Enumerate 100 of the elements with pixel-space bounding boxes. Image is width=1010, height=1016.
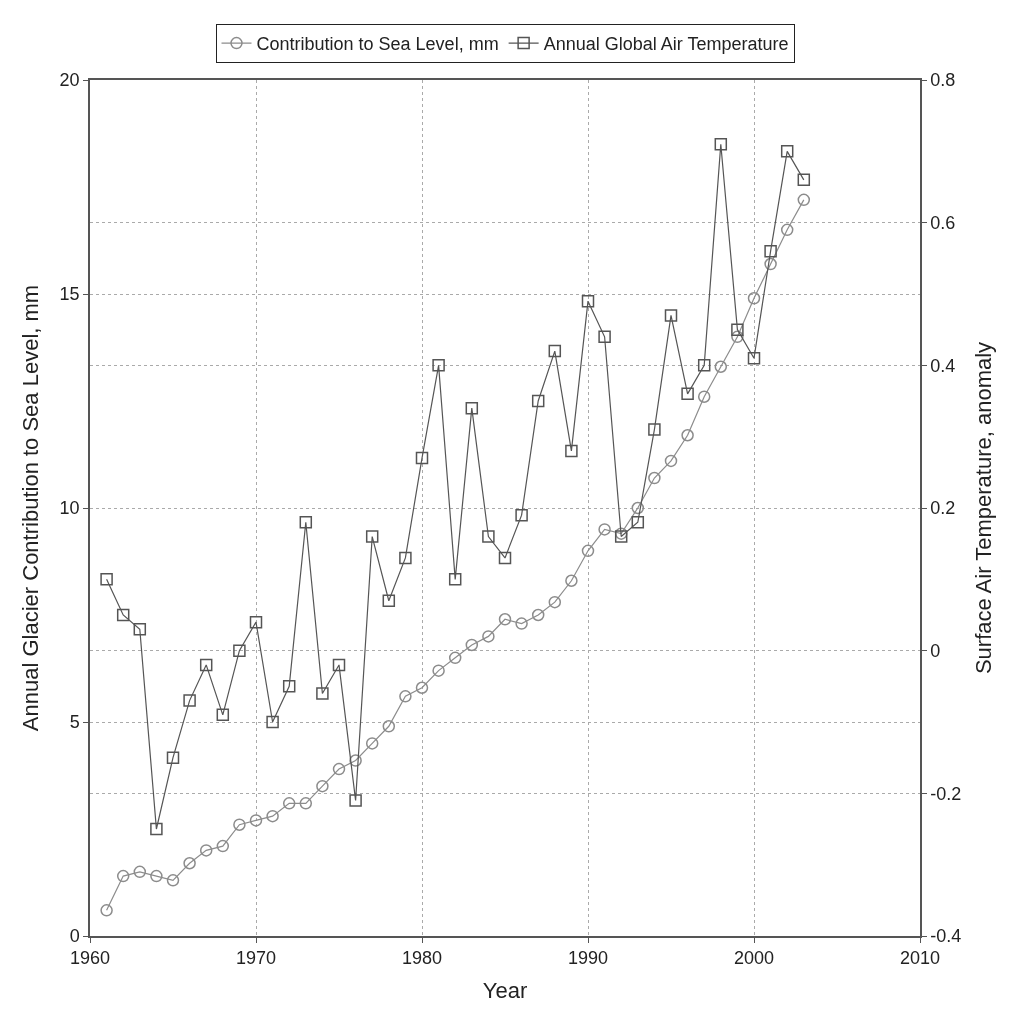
legend-label: Annual Global Air Temperature — [543, 34, 789, 55]
x-axis-title: Year — [482, 977, 528, 1003]
point — [316, 687, 329, 700]
point — [166, 751, 180, 764]
point — [598, 523, 611, 536]
legend-label: Contribution to Sea Level, mm — [256, 34, 499, 55]
point — [316, 779, 329, 793]
point — [382, 594, 396, 607]
point — [465, 638, 479, 652]
x-tick-label: 1980 — [401, 948, 443, 969]
point — [432, 664, 445, 677]
point — [448, 651, 462, 665]
x-tick-label: 2010 — [899, 948, 941, 969]
point — [100, 904, 113, 917]
point — [166, 874, 180, 887]
point — [681, 428, 694, 442]
point — [648, 471, 661, 485]
point — [233, 818, 246, 831]
point — [150, 822, 163, 836]
point — [365, 737, 379, 750]
point — [399, 690, 412, 703]
point — [515, 508, 528, 522]
point — [598, 330, 611, 344]
point — [780, 145, 794, 158]
point — [747, 292, 761, 305]
point — [482, 530, 495, 543]
point — [299, 797, 313, 810]
point — [565, 574, 578, 588]
point — [697, 359, 711, 372]
point — [216, 839, 230, 853]
y2-tick-label: 0.2 — [930, 498, 956, 519]
point — [249, 615, 263, 629]
point — [116, 608, 130, 622]
point — [764, 244, 777, 258]
point — [332, 658, 346, 672]
point — [116, 869, 130, 883]
point — [797, 193, 811, 207]
point — [531, 608, 545, 622]
x-tick-label: 1970 — [235, 948, 277, 969]
point — [664, 309, 678, 322]
point — [299, 516, 313, 529]
point — [183, 856, 196, 870]
y-tick-label: 5 — [69, 712, 80, 733]
point — [249, 814, 263, 827]
y2-tick-label: 0.4 — [930, 355, 956, 376]
point — [565, 444, 578, 458]
point — [764, 257, 777, 271]
point — [266, 715, 279, 729]
point — [731, 323, 744, 336]
point — [365, 530, 379, 543]
point — [664, 454, 678, 468]
point — [498, 613, 512, 626]
y2-tick-label: 0 — [930, 640, 941, 661]
point — [216, 708, 230, 722]
point — [548, 344, 562, 358]
x-tick-label: 1960 — [69, 948, 111, 969]
point — [332, 762, 346, 776]
y-tick-label: 20 — [59, 70, 80, 91]
point — [282, 797, 296, 810]
point — [399, 551, 412, 565]
point — [548, 595, 562, 609]
x-tick-label: 2000 — [733, 948, 775, 969]
point — [282, 680, 296, 693]
point — [465, 401, 479, 415]
point — [515, 617, 528, 630]
point — [349, 794, 362, 807]
point — [681, 387, 694, 401]
y2-axis-title: Surface Air Temperature, anomaly — [970, 341, 996, 675]
point — [199, 658, 213, 672]
point — [780, 223, 794, 237]
point — [747, 351, 761, 365]
point — [631, 516, 645, 529]
y-tick-label: 10 — [59, 498, 80, 519]
point — [581, 294, 595, 308]
point — [150, 869, 163, 883]
point — [448, 573, 462, 586]
point — [498, 551, 512, 565]
point — [415, 681, 429, 695]
point — [714, 360, 728, 374]
x-tick-label: 1990 — [567, 948, 609, 969]
point — [631, 501, 645, 515]
point — [382, 720, 396, 733]
point — [266, 809, 279, 823]
y2-tick-label: -0.4 — [930, 926, 962, 947]
y2-tick-label: 0.8 — [930, 70, 956, 91]
y2-tick-label: 0.6 — [930, 212, 956, 233]
point — [233, 644, 246, 657]
point — [415, 451, 429, 465]
point — [731, 330, 744, 344]
point — [482, 630, 495, 643]
point — [648, 423, 661, 436]
y-axis-title: Annual Glacier Contribution to Sea Level, mm — [17, 284, 43, 732]
point — [797, 173, 811, 187]
point — [100, 573, 113, 586]
point — [349, 754, 362, 767]
point — [183, 694, 196, 707]
point — [133, 623, 147, 636]
point — [714, 137, 728, 151]
point — [199, 844, 213, 857]
point — [133, 865, 147, 879]
